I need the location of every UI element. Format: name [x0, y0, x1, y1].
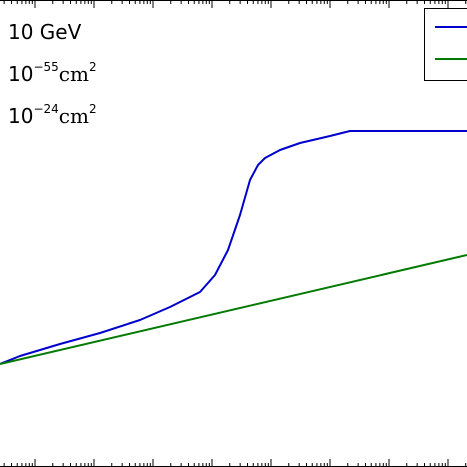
series-line-1 — [0, 130, 467, 365]
axis-ticks — [3, 0, 467, 467]
annotation-cross-section-1: 10−55cm2 — [8, 60, 97, 86]
series-layer — [0, 130, 467, 365]
annotation-cross-section-2: 10−24cm2 — [8, 102, 97, 128]
legend — [424, 8, 467, 81]
legend-box — [424, 8, 467, 81]
series-line-2 — [0, 254, 467, 365]
annotation-mass: 10 GeV — [8, 20, 82, 44]
